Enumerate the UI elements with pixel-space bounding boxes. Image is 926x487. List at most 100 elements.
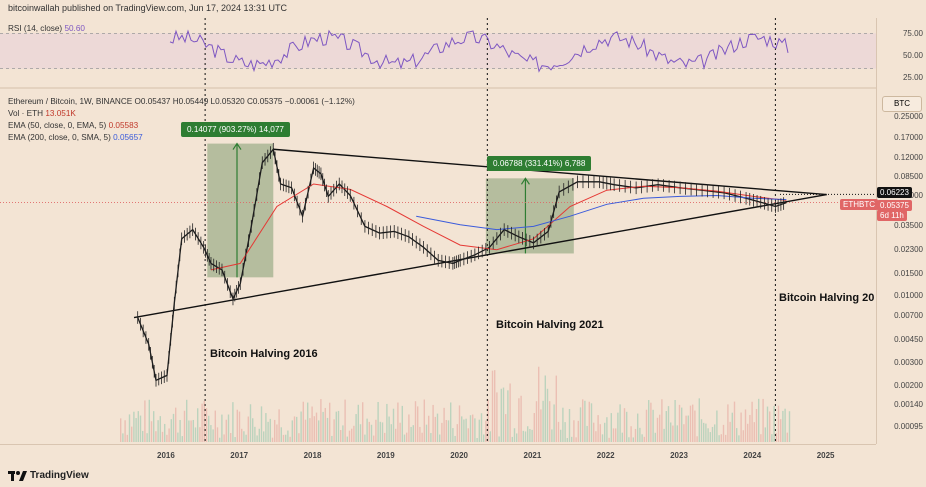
volume-bar	[705, 423, 707, 442]
volume-bar	[362, 402, 364, 442]
volume-bar	[227, 414, 230, 442]
volume-bar	[348, 430, 351, 442]
volume-bar	[267, 421, 269, 442]
volume-bar	[606, 417, 608, 442]
volume-bar	[324, 407, 326, 442]
volume-bar	[601, 434, 604, 442]
volume-bar	[186, 399, 188, 442]
volume-bar	[718, 435, 720, 442]
volume-bar	[456, 424, 458, 442]
publish-header: bitcoinwallah published on TradingView.c…	[0, 0, 926, 18]
volume-bar	[342, 425, 344, 442]
price-tick: 0.01000	[894, 291, 923, 301]
volume-legend: Vol · ETH 13.051K	[8, 109, 76, 118]
volume-bar	[221, 414, 223, 442]
volume-bar	[417, 406, 419, 442]
volume-bar	[223, 434, 225, 442]
volume-bar	[337, 410, 340, 442]
volume-bar	[280, 427, 282, 442]
volume-bar	[179, 419, 181, 442]
volume-bar	[773, 406, 775, 442]
volume-bar	[520, 395, 522, 442]
volume-bar	[315, 412, 318, 442]
triangle-lower-line	[133, 193, 827, 319]
callout-2021-rise: 0.06788 (331.41%) 6,788	[487, 156, 592, 171]
time-tick: 2016	[157, 451, 175, 460]
price-axis[interactable]: 75.00 50.00 25.00 BTC 0.25000 0.17000 0.12…	[876, 18, 926, 444]
volume-bar	[663, 428, 665, 442]
series-line-2	[416, 194, 787, 231]
triangle-upper-line	[273, 148, 827, 196]
volume-bar	[463, 419, 465, 442]
symbol-title: Ethereum / Bitcoin, 1W, BINANCE	[8, 97, 133, 106]
volume-bar	[621, 432, 623, 442]
price-tick: 0.00095	[894, 422, 923, 431]
volume-bar	[524, 431, 527, 442]
volume-bar	[155, 431, 157, 442]
main-chart-pane[interactable]: Ethereum / Bitcoin, 1W, BINANCE O0.05437…	[0, 89, 876, 444]
price-tick: 0.00140	[894, 400, 923, 410]
price-tick: 0.00700	[894, 310, 923, 320]
volume-bar	[612, 428, 615, 442]
volume-bar	[302, 401, 304, 442]
volume-bar	[397, 402, 399, 442]
volume-bar	[683, 424, 685, 442]
volume-bar	[513, 428, 516, 442]
volume-bar	[648, 400, 650, 442]
volume-bar	[353, 425, 355, 442]
price-tick: 0.00300	[894, 358, 923, 368]
volume-bar	[326, 417, 329, 442]
volume-bar	[764, 427, 766, 442]
volume-bar	[531, 429, 533, 442]
volume-bar	[549, 401, 551, 442]
volume-bar	[619, 404, 621, 442]
volume-bar	[588, 401, 590, 442]
volume-bar	[150, 421, 153, 442]
volume-bar	[634, 428, 637, 442]
ema50-label: EMA (50, close, 0, EMA, 5)	[8, 121, 107, 130]
volume-bar	[529, 428, 531, 442]
volume-bar	[476, 437, 478, 442]
volume-bar	[395, 428, 397, 442]
volume-bar	[568, 409, 571, 442]
volume-bar	[181, 436, 183, 442]
volume-bar	[135, 418, 137, 442]
price-tick: 0.00200	[894, 380, 923, 390]
volume-bar	[208, 415, 210, 442]
volume-bar	[157, 420, 159, 442]
volume-bar	[263, 431, 265, 442]
time-tick: 2019	[376, 451, 395, 460]
volume-bar	[236, 409, 238, 442]
time-axis[interactable]: 2016 2017 2018 2019 2020 2021 2022 2023 2024 2025	[0, 444, 876, 465]
volume-bar	[707, 428, 709, 442]
volume-bar	[216, 427, 219, 442]
rsi-tick: 50.00	[902, 51, 923, 60]
volume-bar	[544, 375, 546, 442]
volume-bar	[722, 424, 725, 442]
volume-bar	[480, 413, 483, 442]
price-plot	[0, 89, 876, 444]
volume-bar	[175, 407, 177, 442]
volume-bar	[445, 420, 447, 442]
volume-bar	[610, 413, 612, 442]
volume-bar	[298, 433, 300, 442]
volume-bar	[505, 414, 507, 442]
volume-bar	[401, 405, 403, 442]
volume-bar	[744, 409, 747, 442]
volume-bar	[782, 410, 784, 442]
volume-bar	[584, 400, 586, 442]
volume-bar	[551, 429, 553, 442]
currency-button[interactable]: BTC	[882, 96, 922, 112]
volume-bar	[608, 437, 610, 442]
pane-separator[interactable]	[0, 87, 876, 89]
volume-bar	[696, 436, 698, 442]
volume-bar	[489, 431, 491, 442]
volume-bar	[410, 426, 412, 442]
rsi-pane: RSI (14, close) 50.60	[0, 18, 876, 86]
volume-bar	[386, 403, 388, 442]
volume-bar	[311, 406, 313, 442]
volume-bar	[758, 398, 760, 442]
volume-bar	[355, 414, 357, 442]
volume-bar	[575, 437, 577, 442]
volume-bar	[535, 401, 538, 442]
